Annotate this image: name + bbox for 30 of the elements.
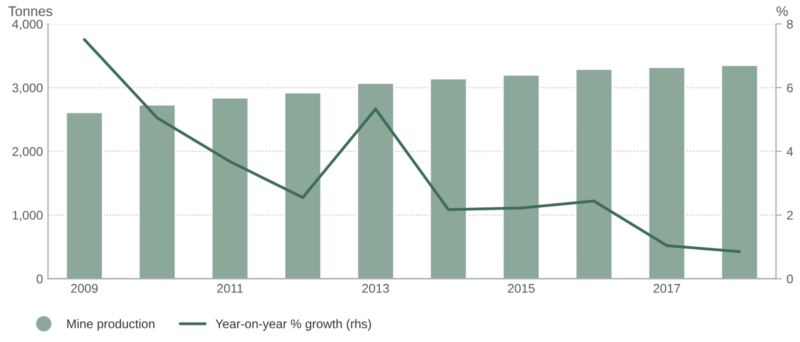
bar bbox=[284, 92, 322, 279]
y-axis-title: Tonnes bbox=[8, 6, 52, 16]
y2-axis-title: % bbox=[776, 6, 788, 16]
bar bbox=[66, 112, 104, 279]
bar bbox=[430, 78, 468, 279]
x-tick-label: 2017 bbox=[654, 284, 680, 293]
y2-tick-label: 0 bbox=[786, 274, 793, 284]
y-tick-label: 4,000 bbox=[12, 20, 43, 30]
legend-label: Mine production bbox=[67, 319, 154, 331]
line-series bbox=[83, 38, 741, 254]
bar bbox=[720, 64, 758, 279]
y-tick-label: 0 bbox=[36, 274, 43, 284]
y2-tick-label: 4 bbox=[786, 147, 794, 156]
y2-tick-label: 8 bbox=[786, 20, 793, 29]
bar bbox=[575, 68, 613, 279]
y-tick-label: 3,000 bbox=[12, 83, 43, 94]
x-tick-label: 2013 bbox=[362, 284, 389, 293]
bar bbox=[502, 74, 540, 279]
y-tick-label: 1,000 bbox=[12, 210, 43, 222]
bar bbox=[356, 82, 394, 279]
y2-tick-label: 2 bbox=[787, 210, 793, 220]
bar bbox=[211, 97, 249, 279]
y-tick-label: 2,000 bbox=[12, 147, 43, 158]
bar bbox=[138, 104, 176, 279]
x-tick-label: 2015 bbox=[508, 284, 535, 293]
x-tick-label: 2011 bbox=[217, 284, 243, 293]
bar bbox=[648, 66, 686, 279]
y2-tick-label: 6 bbox=[787, 83, 793, 92]
legend-label: Year-on-year % growth (rhs) bbox=[215, 319, 371, 331]
x-tick-label: 2009 bbox=[71, 284, 98, 293]
